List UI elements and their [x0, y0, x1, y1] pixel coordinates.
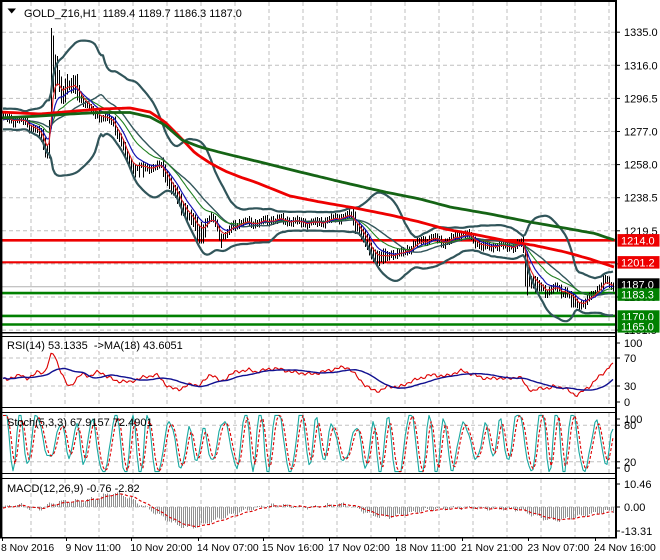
svg-text:-13.31: -13.31 [621, 526, 652, 538]
svg-text:8 Nov 2016: 8 Nov 2016 [1, 543, 54, 554]
svg-text:10.46: 10.46 [624, 479, 652, 491]
svg-text:9 Nov 11:00: 9 Nov 11:00 [66, 543, 121, 554]
svg-text:21 Nov 21:00: 21 Nov 21:00 [461, 543, 523, 554]
svg-text:1183.3: 1183.3 [621, 290, 654, 302]
svg-text:10 Nov 20:00: 10 Nov 20:00 [130, 543, 192, 554]
svg-text:Stoch(5,3,3) 67.9157 72.4901: Stoch(5,3,3) 67.9157 72.4901 [7, 417, 153, 429]
svg-text:1201.2: 1201.2 [621, 257, 655, 269]
svg-text:1238.5: 1238.5 [624, 193, 658, 205]
svg-text:23 Nov 07:00: 23 Nov 07:00 [528, 543, 590, 554]
svg-text:70: 70 [624, 353, 636, 365]
svg-text:1296.5: 1296.5 [624, 93, 658, 105]
svg-text:100: 100 [624, 414, 642, 426]
svg-text:1214.0: 1214.0 [621, 235, 655, 247]
svg-text:RSI(14) 53.1335 ->MA(18) 43.6: RSI(14) 53.1335 ->MA(18) 43.6051 [7, 340, 183, 352]
svg-text:1258.0: 1258.0 [624, 160, 658, 172]
svg-text:24 Nov 16:00: 24 Nov 16:00 [594, 543, 656, 554]
svg-text:80: 80 [624, 420, 636, 432]
svg-text:15 Nov 16:00: 15 Nov 16:00 [262, 543, 324, 554]
svg-text:20: 20 [624, 457, 636, 469]
svg-text:1335.0: 1335.0 [624, 27, 658, 39]
svg-text:1316.0: 1316.0 [624, 60, 658, 72]
svg-text:0: 0 [624, 463, 630, 475]
svg-text:100: 100 [624, 338, 642, 350]
svg-text:1165.0: 1165.0 [621, 321, 654, 333]
svg-text:MACD(12,26,9) -0.76 -2.82: MACD(12,26,9) -0.76 -2.82 [7, 483, 140, 495]
svg-text:0.00: 0.00 [624, 502, 645, 514]
svg-text:17 Nov 02:00: 17 Nov 02:00 [328, 543, 390, 554]
svg-text:30: 30 [624, 381, 636, 393]
svg-text:GOLD_Z16,H1 1189.4 1189.7 118: GOLD_Z16,H1 1189.4 1189.7 1186.3 1187.0 [24, 8, 242, 20]
svg-text:0: 0 [624, 397, 630, 409]
svg-text:1277.0: 1277.0 [624, 127, 658, 139]
svg-text:14 Nov 07:00: 14 Nov 07:00 [197, 543, 259, 554]
svg-text:18 Nov 11:00: 18 Nov 11:00 [395, 543, 456, 554]
